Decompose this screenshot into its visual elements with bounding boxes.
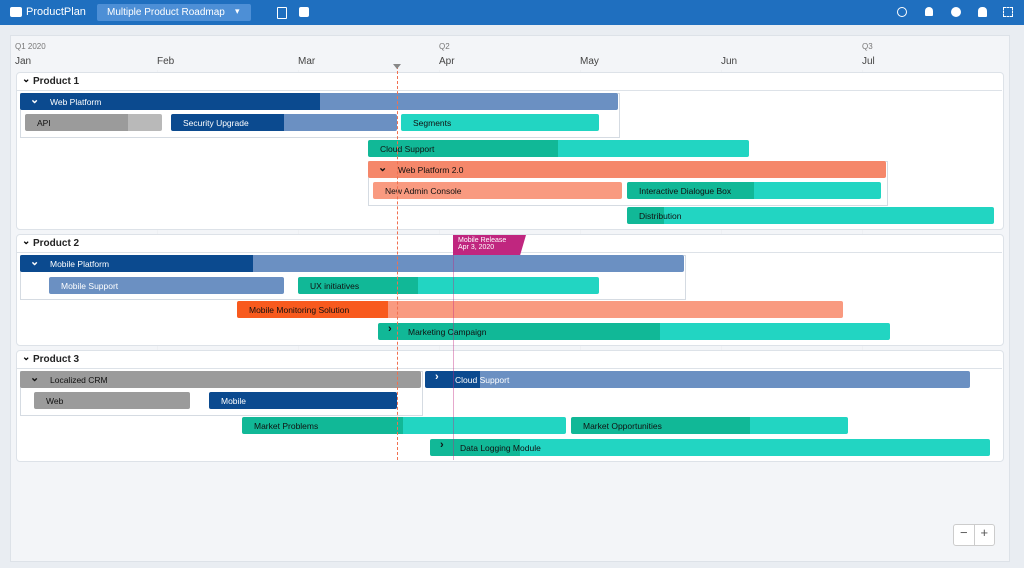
bar-label: Market Problems bbox=[254, 420, 319, 431]
logo bbox=[10, 7, 22, 17]
lane-chevron: ⌄ bbox=[22, 74, 31, 85]
bar-chevron[interactable]: › bbox=[440, 439, 444, 451]
today-line bbox=[397, 66, 398, 460]
roadmap-bar[interactable]: Market Opportunities bbox=[571, 417, 848, 434]
roadmap-bar[interactable]: Distribution bbox=[627, 207, 994, 224]
bar-label: Web Platform 2.0 bbox=[398, 164, 464, 175]
roadmap-bar[interactable]: ⌄ Web Platform 2.0 bbox=[368, 161, 886, 178]
roadmap-bar[interactable]: Web bbox=[34, 392, 190, 409]
bar-label: API bbox=[37, 117, 51, 128]
month-label: Jul bbox=[862, 56, 875, 67]
bar-chevron[interactable]: ⌄ bbox=[30, 256, 40, 268]
lane-divider bbox=[17, 90, 1002, 91]
month-label: Apr bbox=[439, 56, 455, 67]
clipboard-icon[interactable] bbox=[277, 7, 287, 19]
help-icon[interactable] bbox=[951, 7, 961, 17]
roadmap-bar[interactable]: Mobile Monitoring Solution bbox=[237, 301, 843, 318]
month-label: Feb bbox=[157, 56, 175, 67]
lane-chevron: ⌄ bbox=[22, 352, 31, 363]
zoom-controls: − + bbox=[953, 524, 995, 546]
quarter-label: Q2 bbox=[439, 42, 450, 51]
month-label: Jan bbox=[15, 56, 32, 67]
bar-chevron[interactable]: › bbox=[435, 371, 439, 383]
bar-label: Mobile Monitoring Solution bbox=[249, 304, 350, 315]
bar-label: Mobile bbox=[221, 395, 247, 406]
dropdown-caret: ▾ bbox=[235, 6, 240, 16]
bar-label: Cloud Support bbox=[455, 374, 510, 385]
roadmap-bar[interactable]: › Marketing Campaign bbox=[378, 323, 890, 340]
roadmap-bar[interactable]: UX initiatives bbox=[298, 277, 599, 294]
roadmap-bar[interactable]: ⌄ Localized CRM bbox=[20, 371, 421, 388]
fullscreen-icon[interactable] bbox=[1003, 7, 1013, 17]
lane-name[interactable]: Product 1 bbox=[33, 76, 80, 87]
milestone-date: Apr 3, 2020 bbox=[458, 244, 495, 251]
roadmap-bar[interactable]: ⌄ Web Platform bbox=[20, 93, 618, 110]
bar-label: Localized CRM bbox=[50, 374, 108, 385]
bar-label: Security Upgrade bbox=[183, 117, 249, 128]
bar-chevron[interactable]: › bbox=[388, 323, 392, 335]
bar-label: Distribution bbox=[639, 210, 682, 221]
bar-label: Data Logging Module bbox=[460, 442, 541, 453]
roadmap-bar[interactable]: › Cloud Support bbox=[425, 371, 970, 388]
roadmap-bar[interactable]: Mobile bbox=[209, 392, 397, 409]
bar-label: Web bbox=[46, 395, 64, 406]
quarter-label: Q3 bbox=[862, 42, 873, 51]
bar-label: Interactive Dialogue Box bbox=[639, 185, 732, 196]
bell-icon[interactable] bbox=[925, 7, 933, 16]
search-icon[interactable] bbox=[897, 7, 907, 17]
roadmap-bar[interactable]: Market Problems bbox=[242, 417, 566, 434]
bar-label: UX initiatives bbox=[310, 280, 360, 291]
user-icon[interactable] bbox=[978, 7, 987, 17]
quarter-label: Q1 2020 bbox=[15, 42, 46, 51]
p-icon[interactable] bbox=[299, 7, 309, 17]
bar-chevron[interactable]: ⌄ bbox=[378, 162, 388, 174]
roadmap-bar[interactable]: API bbox=[25, 114, 162, 131]
brand: ProductPlan bbox=[26, 6, 86, 18]
bar-label: Marketing Campaign bbox=[408, 326, 487, 337]
bar-label: Market Opportunities bbox=[583, 420, 662, 431]
bar-label: Web Platform bbox=[50, 96, 102, 107]
roadmap-bar[interactable]: Interactive Dialogue Box bbox=[627, 182, 881, 199]
bar-label: Mobile Support bbox=[61, 280, 119, 291]
top-bar: ProductPlan Multiple Product Roadmap ▾ bbox=[0, 0, 1024, 25]
roadmap-bar[interactable]: Segments bbox=[401, 114, 599, 131]
lane-chevron: ⌄ bbox=[22, 236, 31, 247]
roadmap-name: Multiple Product Roadmap bbox=[107, 7, 225, 18]
lane-name[interactable]: Product 3 bbox=[33, 354, 80, 365]
zoom-in[interactable]: + bbox=[973, 525, 995, 545]
bar-label: Cloud Support bbox=[380, 143, 435, 154]
month-label: May bbox=[580, 56, 599, 67]
milestone-flag[interactable]: Mobile Release Apr 3, 2020 bbox=[453, 235, 526, 255]
roadmap-select[interactable]: Multiple Product Roadmap ▾ bbox=[97, 4, 251, 21]
roadmap-bar[interactable]: › Data Logging Module bbox=[430, 439, 990, 456]
lane-name[interactable]: Product 2 bbox=[33, 238, 80, 249]
roadmap-bar[interactable]: Mobile Support bbox=[49, 277, 284, 294]
roadmap-bar[interactable]: New Admin Console bbox=[373, 182, 622, 199]
bar-label: Mobile Platform bbox=[50, 258, 110, 269]
roadmap-bar[interactable]: Security Upgrade bbox=[171, 114, 397, 131]
milestone-line bbox=[453, 255, 454, 460]
month-label: Jun bbox=[721, 56, 738, 67]
bar-chevron[interactable]: ⌄ bbox=[30, 94, 40, 106]
roadmap-bar[interactable]: Cloud Support bbox=[368, 140, 749, 157]
zoom-out[interactable]: − bbox=[959, 525, 968, 540]
bar-label: Segments bbox=[413, 117, 452, 128]
lane-divider bbox=[17, 368, 1002, 369]
bar-label: New Admin Console bbox=[385, 185, 462, 196]
roadmap-bar[interactable]: ⌄ Mobile Platform bbox=[20, 255, 684, 272]
today-marker bbox=[393, 64, 401, 73]
month-label: Mar bbox=[298, 56, 316, 67]
milestone-title: Mobile Release bbox=[458, 237, 507, 244]
bar-chevron[interactable]: ⌄ bbox=[30, 372, 40, 384]
